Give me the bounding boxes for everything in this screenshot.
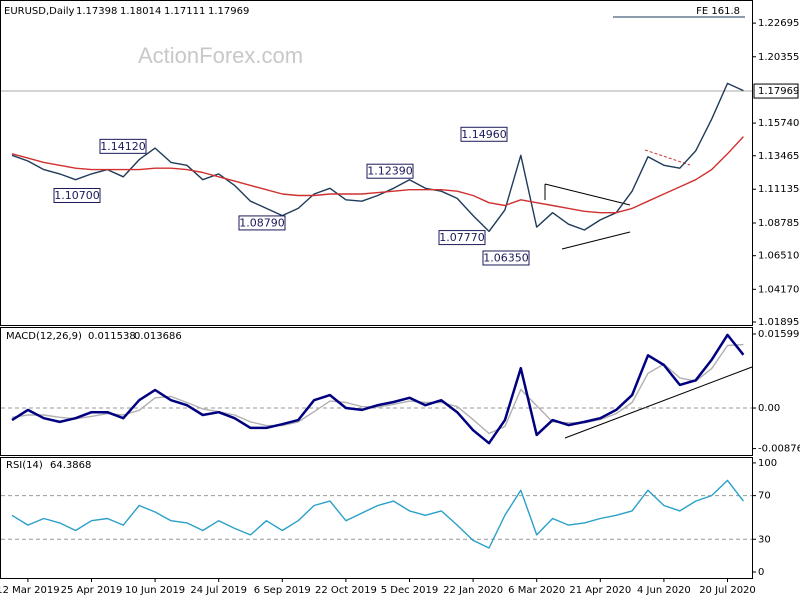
last-price-box [753, 83, 799, 99]
macd-reading: 0.011538 [88, 331, 136, 342]
x-tick-label: 24 Jul 2019 [190, 585, 247, 596]
y-tick-label: -0.00876 [758, 444, 800, 455]
y-tick-label: 0.00 [758, 403, 780, 414]
y-tick-label: 1.08785 [758, 218, 799, 229]
x-tick-label: 20 Jul 2020 [699, 585, 756, 596]
annotation-label: 1.12390 [367, 165, 413, 178]
annotation-box [99, 138, 147, 154]
x-tick-label: 12 Mar 2019 [0, 585, 60, 596]
x-tick-label: 5 Dec 2019 [381, 585, 439, 596]
y-tick-label: 70 [758, 491, 771, 502]
annotation-label: 1.07770 [439, 231, 485, 244]
y-tick-label: 1.13465 [758, 151, 799, 162]
annotation-label: 1.06350 [483, 251, 529, 264]
symbol: EURUSD,Daily [4, 6, 75, 17]
open: 1.17398 [76, 6, 117, 17]
annotation-box [366, 163, 414, 179]
annotation-label: 1.14960 [461, 128, 507, 141]
series-line [11, 343, 744, 435]
series-line [11, 82, 744, 233]
series-line [11, 136, 744, 214]
annotation-box [460, 126, 508, 142]
series-line [11, 333, 745, 445]
last-price-label: 1.17969 [758, 86, 799, 97]
y-tick-label: 1.01895 [758, 317, 799, 328]
y-tick-label: 1.22695 [758, 18, 799, 29]
x-tick-label: 4 Jun 2020 [637, 585, 691, 596]
x-tick-label: 22 Jan 2020 [443, 585, 503, 596]
low: 1.17111 [164, 6, 205, 17]
annotation-label: 1.14120 [100, 140, 146, 153]
y-tick-label: 0 [758, 567, 764, 578]
x-tick-label: 10 Jun 2019 [125, 585, 185, 596]
macd-trend [564, 366, 753, 439]
series-line [11, 479, 744, 549]
y-tick-label: 0.015991 [758, 329, 800, 340]
annotation-box [482, 250, 530, 266]
macd-title: MACD(12,26,9) [6, 331, 82, 342]
x-tick-label: 22 Oct 2019 [315, 585, 377, 596]
price-panel [0, 0, 753, 326]
x-tick-label: 6 Mar 2020 [508, 585, 565, 596]
close: 1.17969 [208, 6, 249, 17]
macd-panel [0, 327, 753, 456]
trend-lines [544, 149, 753, 439]
triangle-lower [561, 231, 631, 250]
rsi-reading: 64.3868 [50, 460, 91, 471]
annotation-box [53, 187, 101, 203]
fe-label: FE 161.8 [696, 6, 740, 17]
annotation-box [238, 215, 286, 231]
dashed-trend [644, 149, 691, 166]
y-tick-label: 1.15740 [758, 118, 799, 129]
x-tick-label: 6 Sep 2019 [254, 585, 311, 596]
rsi-panel [0, 457, 753, 579]
x-tick-label: 21 Apr 2020 [569, 585, 631, 596]
y-tick-label: 100 [758, 458, 777, 469]
signal-reading: 0.013686 [134, 331, 182, 342]
y-tick-label: 1.04170 [758, 284, 799, 295]
annotation-box [438, 230, 486, 246]
annotation-label: 1.10700 [54, 189, 100, 202]
y-tick-label: 1.06510 [758, 251, 799, 262]
triangle-upper [544, 183, 631, 206]
rsi-title: RSI(14) [6, 460, 43, 471]
x-tick-label: 25 Apr 2019 [61, 585, 123, 596]
watermark: ActionForex.com [138, 43, 303, 68]
y-tick-label: 1.11135 [758, 184, 799, 195]
y-tick-label: 1.20355 [758, 52, 799, 63]
high: 1.18014 [120, 6, 161, 17]
annotation-label: 1.08790 [239, 216, 285, 229]
y-tick-label: 30 [758, 534, 771, 545]
